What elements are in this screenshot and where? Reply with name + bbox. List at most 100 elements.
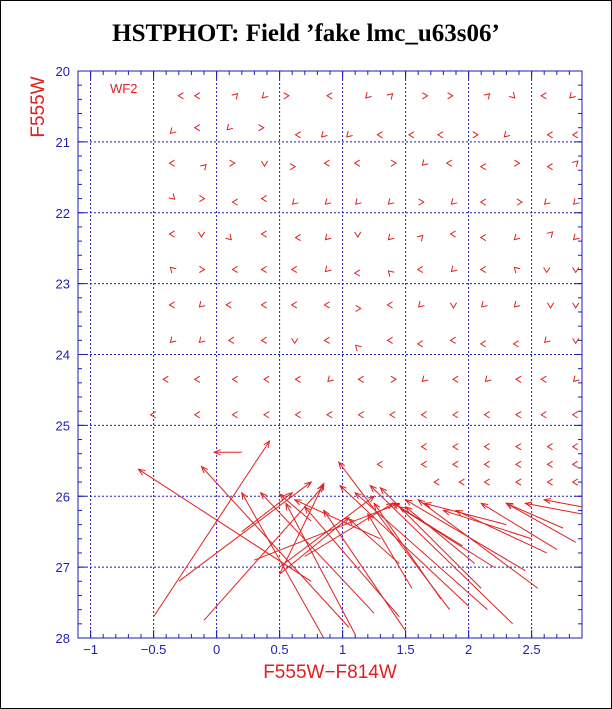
short-vector [416, 234, 424, 242]
short-vector [231, 375, 238, 383]
short-vector [420, 411, 427, 419]
short-vector [169, 266, 177, 274]
short-vector [169, 127, 177, 135]
short-vector [483, 93, 491, 100]
vector-shaft [544, 499, 583, 508]
short-vector [571, 460, 579, 468]
long-vector [442, 509, 532, 540]
short-vector [479, 340, 487, 348]
vector-shaft [241, 492, 325, 639]
short-vector [162, 375, 169, 383]
vector-shaft [241, 492, 293, 533]
vector-head [523, 501, 533, 508]
short-vector [407, 131, 415, 139]
short-vector [168, 301, 175, 309]
vector-shaft [304, 502, 394, 557]
short-vector [572, 302, 580, 309]
short-vector [326, 92, 333, 100]
grid-lines [78, 71, 582, 638]
short-vector [572, 337, 580, 345]
short-vector [447, 92, 454, 100]
short-vector [546, 478, 553, 486]
vector-head [442, 509, 451, 516]
short-vector [169, 336, 177, 344]
vector-shaft [354, 492, 488, 611]
short-vector [197, 231, 206, 238]
short-vector [193, 124, 201, 132]
short-vector [225, 233, 232, 241]
short-vector [571, 160, 579, 167]
short-vector [420, 443, 427, 451]
vector-head [404, 499, 413, 506]
vector-head [454, 509, 464, 516]
short-vector [198, 336, 206, 344]
long-vector [398, 506, 463, 547]
vector-shaft [369, 485, 514, 625]
short-vector [193, 92, 201, 100]
vector-shaft [405, 506, 476, 564]
short-vector [452, 443, 459, 451]
vector-head [369, 484, 377, 493]
short-vector [483, 411, 490, 419]
vector-head [241, 491, 248, 500]
short-vector [572, 375, 580, 383]
short-vector [417, 301, 425, 308]
vector-head [339, 484, 347, 493]
short-vector [357, 411, 364, 419]
vector-head [285, 491, 294, 499]
vector-shaft [279, 493, 312, 522]
y-tick-label: 26 [56, 489, 70, 504]
short-vector [260, 230, 267, 238]
vector-head [293, 499, 302, 506]
short-vector [386, 301, 393, 309]
short-vector [354, 231, 362, 238]
short-vector [515, 411, 522, 419]
short-vector [229, 159, 236, 167]
long-vector [212, 449, 242, 456]
short-vector [513, 266, 521, 274]
vector-shaft [285, 503, 356, 635]
short-vector [231, 411, 238, 419]
long-vector [178, 481, 313, 582]
long-vector [137, 468, 312, 582]
short-vector [353, 269, 361, 277]
short-vector [294, 131, 301, 139]
short-vector [571, 131, 579, 139]
vector-head [542, 497, 552, 504]
vector-head [304, 481, 313, 489]
short-vector [458, 478, 465, 486]
short-vector [571, 478, 579, 486]
short-vector [483, 478, 490, 486]
vector-head [200, 465, 209, 474]
short-vector [283, 92, 290, 100]
vector-head [505, 502, 514, 509]
x-tick-label: 0.5 [271, 642, 289, 657]
short-vector [421, 375, 429, 383]
short-vector [515, 478, 522, 486]
short-vector [480, 301, 488, 308]
long-vector [241, 491, 325, 639]
vector-shaft [348, 518, 400, 564]
short-vector [479, 163, 487, 171]
short-vector [546, 302, 555, 309]
vector-head [318, 482, 325, 491]
long-vector [454, 509, 547, 554]
short-vector [324, 233, 332, 241]
y-tick-label: 22 [56, 206, 70, 221]
short-vector [387, 198, 395, 205]
short-vector [168, 193, 176, 200]
chart-title: HSTPHOT: Field ’fake lmc_u63s06’ [112, 20, 500, 47]
short-vector [225, 301, 232, 309]
short-vector [515, 443, 522, 451]
short-vector [227, 336, 235, 344]
short-vector [355, 304, 362, 312]
vector-shaft [506, 502, 564, 529]
x-axis-label: F555W−F814W [263, 662, 397, 683]
x-tick-label: −1 [83, 642, 98, 657]
short-vector [572, 267, 580, 274]
vector-head [373, 502, 381, 511]
short-vector [483, 460, 490, 468]
short-vector [452, 411, 459, 419]
short-vector [376, 460, 383, 468]
